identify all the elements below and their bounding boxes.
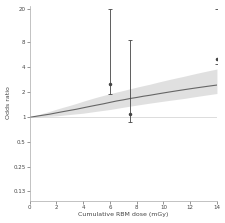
Y-axis label: Odds ratio: Odds ratio (6, 87, 11, 120)
X-axis label: Cumulative RBM dose (mGy): Cumulative RBM dose (mGy) (78, 213, 168, 217)
